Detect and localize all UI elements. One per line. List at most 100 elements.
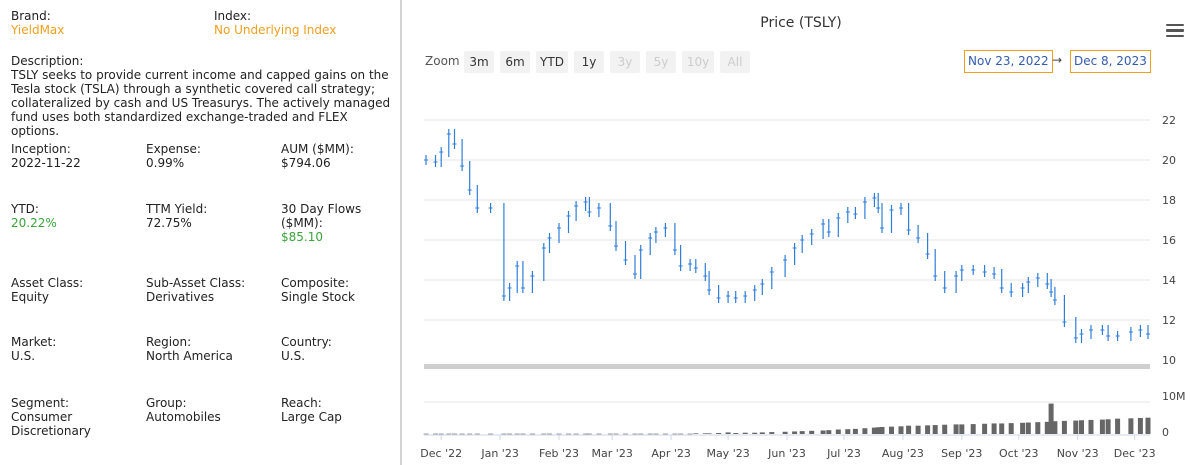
zoom-3m-button[interactable]: 3m xyxy=(464,51,494,73)
volume-bar xyxy=(932,425,938,434)
y-tick-label: 10 xyxy=(1162,354,1176,367)
country-field: Country: U.S. xyxy=(281,335,332,363)
composite-field: Composite: Single Stock xyxy=(281,276,355,304)
volume-bar xyxy=(1073,420,1079,434)
description-label: Description: xyxy=(11,54,84,68)
volume-bar xyxy=(474,433,480,435)
volume-bar xyxy=(733,433,739,434)
volume-bar xyxy=(1105,419,1111,434)
panel-divider xyxy=(400,0,402,465)
asset-class-field: Asset Class: Equity xyxy=(11,276,83,304)
volume-bar xyxy=(433,433,438,435)
volume-bar xyxy=(942,424,948,434)
volume-bar xyxy=(672,433,678,435)
x-tick-label: Sep '23 xyxy=(941,447,982,460)
aum-value: $794.06 xyxy=(281,156,331,170)
zoom-label: Zoom xyxy=(425,54,460,68)
reach-field: Reach: Large Cap xyxy=(281,396,342,424)
volume-bar xyxy=(862,428,868,434)
y-tick-label: 16 xyxy=(1162,234,1176,247)
volume-bar xyxy=(459,433,465,435)
market-field: Market: U.S. xyxy=(11,335,56,363)
zoom-6m-button[interactable]: 6m xyxy=(500,51,530,73)
sub-asset-class-value: Derivatives xyxy=(146,290,215,304)
sub-asset-class-label: Sub-Asset Class: xyxy=(146,276,246,290)
volume-bar xyxy=(653,433,659,435)
ttm-yield-label: TTM Yield: xyxy=(146,202,208,216)
description-field: Description: TSLY seeks to provide curre… xyxy=(11,54,393,138)
volume-bar xyxy=(467,433,473,435)
ytd-label: YTD: xyxy=(11,202,39,216)
volume-bar xyxy=(556,433,562,435)
volume-bar xyxy=(991,423,997,434)
volume-bar xyxy=(541,433,547,435)
volume-bar xyxy=(915,425,921,434)
volume-bar xyxy=(607,433,613,435)
zoom-1y-button[interactable]: 1y xyxy=(574,51,604,73)
x-tick-label: Oct '23 xyxy=(999,447,1039,460)
hamburger-menu-icon[interactable] xyxy=(1166,24,1184,38)
volume-bar xyxy=(623,433,628,435)
volume-bar xyxy=(583,433,589,435)
volume-bar xyxy=(1061,420,1067,434)
volume-bar xyxy=(925,425,931,434)
volume-bar xyxy=(999,423,1005,434)
y-tick-label: 18 xyxy=(1162,194,1176,207)
x-tick-label: May '23 xyxy=(706,447,749,460)
volume-bar xyxy=(488,433,494,435)
brand-value[interactable]: YieldMax xyxy=(11,23,65,37)
aum-label: AUM ($MM): xyxy=(281,142,354,156)
y-tick-label: 20 xyxy=(1162,154,1176,167)
ytd-field: YTD: 20.22% xyxy=(11,202,57,230)
volume-bar xyxy=(706,433,712,434)
composite-value: Single Stock xyxy=(281,290,355,304)
volume-bar xyxy=(906,425,912,434)
x-tick-label: Mar '23 xyxy=(592,447,633,460)
zoom-all-button[interactable]: All xyxy=(720,51,750,73)
volume-bar xyxy=(547,433,552,435)
volume-bar xyxy=(1145,417,1151,434)
volume-bar xyxy=(845,429,851,434)
range-to-input[interactable]: Dec 8, 2023 xyxy=(1070,50,1151,73)
zoom-10y-button[interactable]: 10y xyxy=(682,51,714,73)
range-from-input[interactable]: Nov 23, 2022 xyxy=(964,50,1053,73)
volume-bar xyxy=(820,430,826,434)
reach-label: Reach: xyxy=(281,396,322,410)
volume-bar xyxy=(1115,418,1121,434)
flows-value: $85.10 xyxy=(281,230,323,244)
ttm-yield-value: 72.75% xyxy=(146,216,192,230)
volume-bar xyxy=(446,433,452,435)
volume-bar xyxy=(799,431,805,434)
volume-bar xyxy=(782,431,788,434)
zoom-3y-button[interactable]: 3y xyxy=(610,51,640,73)
ttm-yield-field: TTM Yield: 72.75% xyxy=(146,202,207,230)
region-field: Region: North America xyxy=(146,335,233,363)
group-field: Group: Automobiles xyxy=(146,396,221,424)
pane-separator xyxy=(424,364,1150,369)
aum-field: AUM ($MM): $794.06 xyxy=(281,142,354,170)
reach-value: Large Cap xyxy=(281,410,342,424)
volume-bar xyxy=(871,427,877,434)
volume-bar xyxy=(520,433,526,435)
zoom-ytd-button[interactable]: YTD xyxy=(536,51,568,73)
x-tick-label: Jun '23 xyxy=(767,447,806,460)
ytd-value: 20.22% xyxy=(11,216,57,230)
volume-bar xyxy=(586,433,592,435)
volume-bar xyxy=(982,423,988,434)
zoom-5y-button[interactable]: 5y xyxy=(646,51,676,73)
volume-bar xyxy=(678,433,684,435)
volume-bar xyxy=(638,433,644,435)
group-label: Group: xyxy=(146,396,187,410)
volume-bar xyxy=(875,427,881,434)
description-text: TSLY seeks to provide current income and… xyxy=(11,68,391,138)
volume-bar xyxy=(501,433,507,435)
index-value[interactable]: No Underlying Index xyxy=(214,23,337,37)
volume-bar xyxy=(1088,419,1094,434)
volume-bar xyxy=(792,431,798,434)
volume-bar xyxy=(898,426,904,434)
volume-bar xyxy=(613,433,619,435)
x-tick-label: Feb '23 xyxy=(539,447,579,460)
volume-bar xyxy=(970,424,976,434)
volume-bar xyxy=(742,432,748,434)
volume-bar xyxy=(889,426,894,434)
